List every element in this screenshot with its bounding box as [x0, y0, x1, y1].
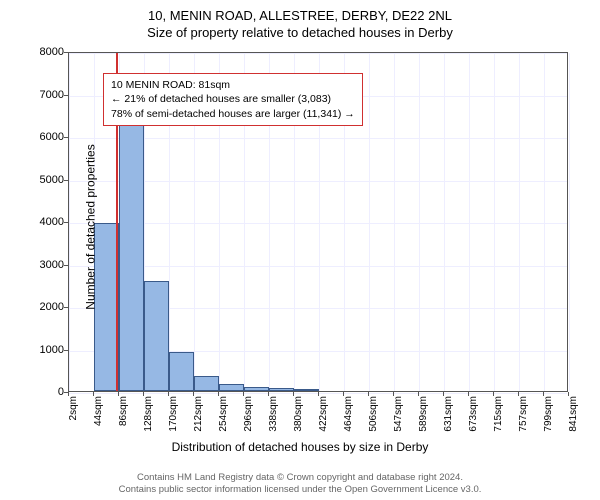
- histogram-bar: [219, 384, 244, 391]
- y-tick-label: 1000: [24, 344, 64, 356]
- grid-line-vertical: [544, 53, 545, 391]
- footer: Contains HM Land Registry data © Crown c…: [0, 472, 600, 496]
- chart-subtitle: Size of property relative to detached ho…: [0, 23, 600, 40]
- x-tick-label: 422sqm: [318, 396, 329, 436]
- x-tick-label: 212sqm: [193, 396, 204, 436]
- y-tick-label: 0: [24, 386, 64, 398]
- grid-line-vertical: [394, 53, 395, 391]
- y-tick-mark: [64, 265, 68, 266]
- x-tick-label: 841sqm: [568, 396, 579, 436]
- x-tick-label: 380sqm: [293, 396, 304, 436]
- x-tick-label: 673sqm: [468, 396, 479, 436]
- grid-line-vertical: [419, 53, 420, 391]
- grid-line-vertical: [444, 53, 445, 391]
- x-tick-label: 296sqm: [243, 396, 254, 436]
- annotation-line-2: ← 21% of detached houses are smaller (3,…: [111, 92, 355, 106]
- x-tick-label: 44sqm: [93, 396, 104, 436]
- grid-line-vertical: [569, 53, 570, 391]
- grid-line-vertical: [369, 53, 370, 391]
- x-tick-label: 170sqm: [168, 396, 179, 436]
- grid-line-vertical: [469, 53, 470, 391]
- y-tick-label: 8000: [24, 46, 64, 58]
- y-tick-mark: [64, 222, 68, 223]
- x-tick-label: 464sqm: [343, 396, 354, 436]
- x-tick-label: 86sqm: [118, 396, 129, 436]
- histogram-bar: [294, 389, 319, 391]
- x-tick-label: 799sqm: [543, 396, 554, 436]
- y-tick-label: 3000: [24, 259, 64, 271]
- histogram-bar: [169, 352, 194, 391]
- annotation-box: 10 MENIN ROAD: 81sqm ← 21% of detached h…: [103, 73, 363, 126]
- y-tick-label: 7000: [24, 89, 64, 101]
- annotation-line-3: 78% of semi-detached houses are larger (…: [111, 107, 355, 121]
- footer-line-1: Contains HM Land Registry data © Crown c…: [0, 472, 600, 484]
- y-tick-label: 5000: [24, 174, 64, 186]
- y-tick-mark: [64, 95, 68, 96]
- footer-line-2: Contains public sector information licen…: [0, 484, 600, 496]
- y-tick-label: 6000: [24, 131, 64, 143]
- y-tick-mark: [64, 52, 68, 53]
- x-tick-label: 589sqm: [418, 396, 429, 436]
- y-tick-mark: [64, 307, 68, 308]
- histogram-bar: [144, 281, 169, 391]
- x-tick-label: 715sqm: [493, 396, 504, 436]
- annotation-line-1: 10 MENIN ROAD: 81sqm: [111, 78, 355, 92]
- x-tick-label: 547sqm: [393, 396, 404, 436]
- histogram-bar: [244, 387, 269, 391]
- x-axis-label: Distribution of detached houses by size …: [0, 440, 600, 454]
- y-tick-mark: [64, 137, 68, 138]
- x-tick-label: 506sqm: [368, 396, 379, 436]
- grid-line-vertical: [519, 53, 520, 391]
- chart-title: 10, MENIN ROAD, ALLESTREE, DERBY, DE22 2…: [0, 0, 600, 23]
- grid-line-vertical: [69, 53, 70, 391]
- x-tick-label: 254sqm: [218, 396, 229, 436]
- histogram-bar: [269, 388, 294, 391]
- grid-line-vertical: [494, 53, 495, 391]
- x-tick-label: 128sqm: [143, 396, 154, 436]
- x-tick-label: 631sqm: [443, 396, 454, 436]
- histogram-bar: [119, 103, 144, 391]
- x-tick-label: 757sqm: [518, 396, 529, 436]
- x-tick-label: 2sqm: [68, 396, 79, 436]
- y-tick-label: 4000: [24, 216, 64, 228]
- y-tick-label: 2000: [24, 301, 64, 313]
- x-tick-label: 338sqm: [268, 396, 279, 436]
- y-tick-mark: [64, 350, 68, 351]
- y-tick-mark: [64, 180, 68, 181]
- histogram-bar: [194, 376, 219, 391]
- y-axis-label: Number of detached properties: [84, 144, 98, 309]
